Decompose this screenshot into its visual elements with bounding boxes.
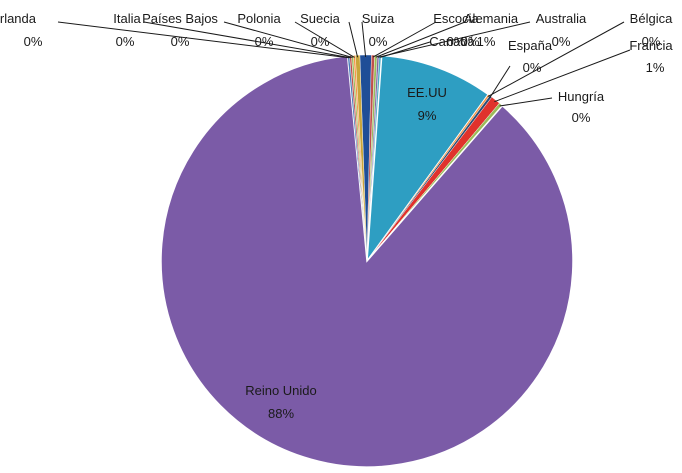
slice-percent-alemania: 0% [461, 34, 480, 49]
slice-percent-italia: 0% [116, 34, 135, 49]
slice-label-irlanda: Irlanda [0, 11, 37, 26]
slice-percent-suiza: 0% [369, 34, 388, 49]
slice-label-paises-bajos: Países Bajos [142, 11, 218, 26]
slice-label-italia: Italia [113, 11, 141, 26]
leader-line-belgica [487, 21, 625, 98]
slice-percent-polonia: 0% [255, 34, 274, 49]
pie-slices [160, 54, 574, 468]
slice-label-reino-unido: Reino Unido [245, 383, 317, 398]
slice-label-suiza: Suiza [362, 11, 395, 26]
slice-label-francia: Francia [629, 38, 673, 53]
slice-percent-ee-uu: 9% [418, 108, 437, 123]
slice-label-suecia: Suecia [300, 11, 341, 26]
slice-percent-australia: 0% [552, 34, 571, 49]
slice-percent-francia: 1% [646, 60, 665, 75]
slice-labels: Suiza0%Escocia0%Alemania0%Australia0%Can… [0, 11, 673, 421]
slice-percent-escocia: 0% [447, 34, 466, 49]
leader-line-escocia [372, 21, 437, 58]
leader-line-suiza [361, 21, 367, 58]
leader-line-italia [143, 21, 351, 59]
slice-percent-irlanda: 0% [24, 34, 43, 49]
slice-percent-canada: 1% [477, 34, 496, 49]
leader-line-australia [377, 21, 531, 58]
slice-label-alemania: Alemania [464, 11, 519, 26]
leader-line-suecia [348, 21, 359, 58]
leader-line-hungria [499, 97, 553, 107]
slice-percent-paises-bajos: 0% [171, 34, 190, 49]
slice-percent-hungria: 0% [572, 110, 591, 125]
slice-label-polonia: Polonia [237, 11, 281, 26]
leader-line-espana [489, 65, 511, 99]
leader-line-francia [494, 49, 631, 103]
slice-label-belgica: Bélgica [630, 11, 673, 26]
slice-percent-belgica: 0% [642, 34, 661, 49]
slice-label-escocia: Escocia [433, 11, 479, 26]
slice-label-australia: Australia [536, 11, 587, 26]
leader-lines [57, 21, 631, 107]
slice-percent-espana: 0% [523, 60, 542, 75]
slice-percent-reino-unido: 88% [268, 406, 294, 421]
leader-line-polonia [294, 21, 355, 58]
leader-line-irlanda [57, 21, 349, 59]
leader-line-paises-bajos [223, 21, 353, 58]
pie-slice-reino-unido [160, 55, 574, 468]
slice-label-ee-uu: EE.UU [407, 85, 447, 100]
slice-label-hungria: Hungría [558, 89, 605, 104]
leader-line-alemania [375, 21, 466, 58]
slice-label-espana: España [508, 38, 553, 53]
slice-percent-suecia: 0% [311, 34, 330, 49]
leader-line-canada [380, 41, 431, 58]
slice-label-canada: Canadá [429, 34, 475, 49]
